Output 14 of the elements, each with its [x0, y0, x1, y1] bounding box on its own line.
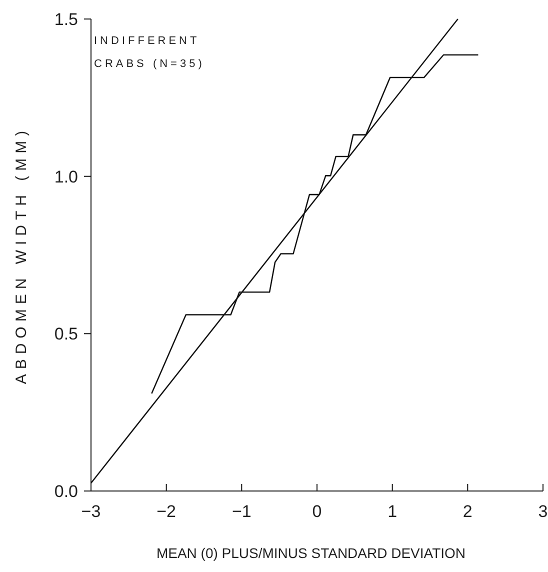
y-tick-label: 1.0	[54, 167, 78, 186]
x-tick-label: 1	[388, 502, 398, 521]
x-tick-label: −3	[81, 502, 101, 521]
x-tick-label: −2	[156, 502, 176, 521]
x-axis-title: MEAN (0) PLUS/MINUS STANDARD DEVIATION	[156, 545, 466, 561]
x-tick-label: 2	[462, 502, 472, 521]
y-axis-title: ABDOMEN WIDTH (MM)	[13, 126, 30, 384]
y-tick-label: 0.5	[54, 324, 78, 344]
x-tick-label: 3	[538, 502, 548, 521]
y-tick-label: 0.0	[54, 482, 78, 501]
annotation: INDIFFERENT CRABS (N=35)	[94, 35, 205, 70]
x-tick-label: 0	[312, 502, 322, 521]
x-tick-label: −1	[232, 502, 252, 521]
y-tick-label: 1.5	[54, 10, 78, 29]
